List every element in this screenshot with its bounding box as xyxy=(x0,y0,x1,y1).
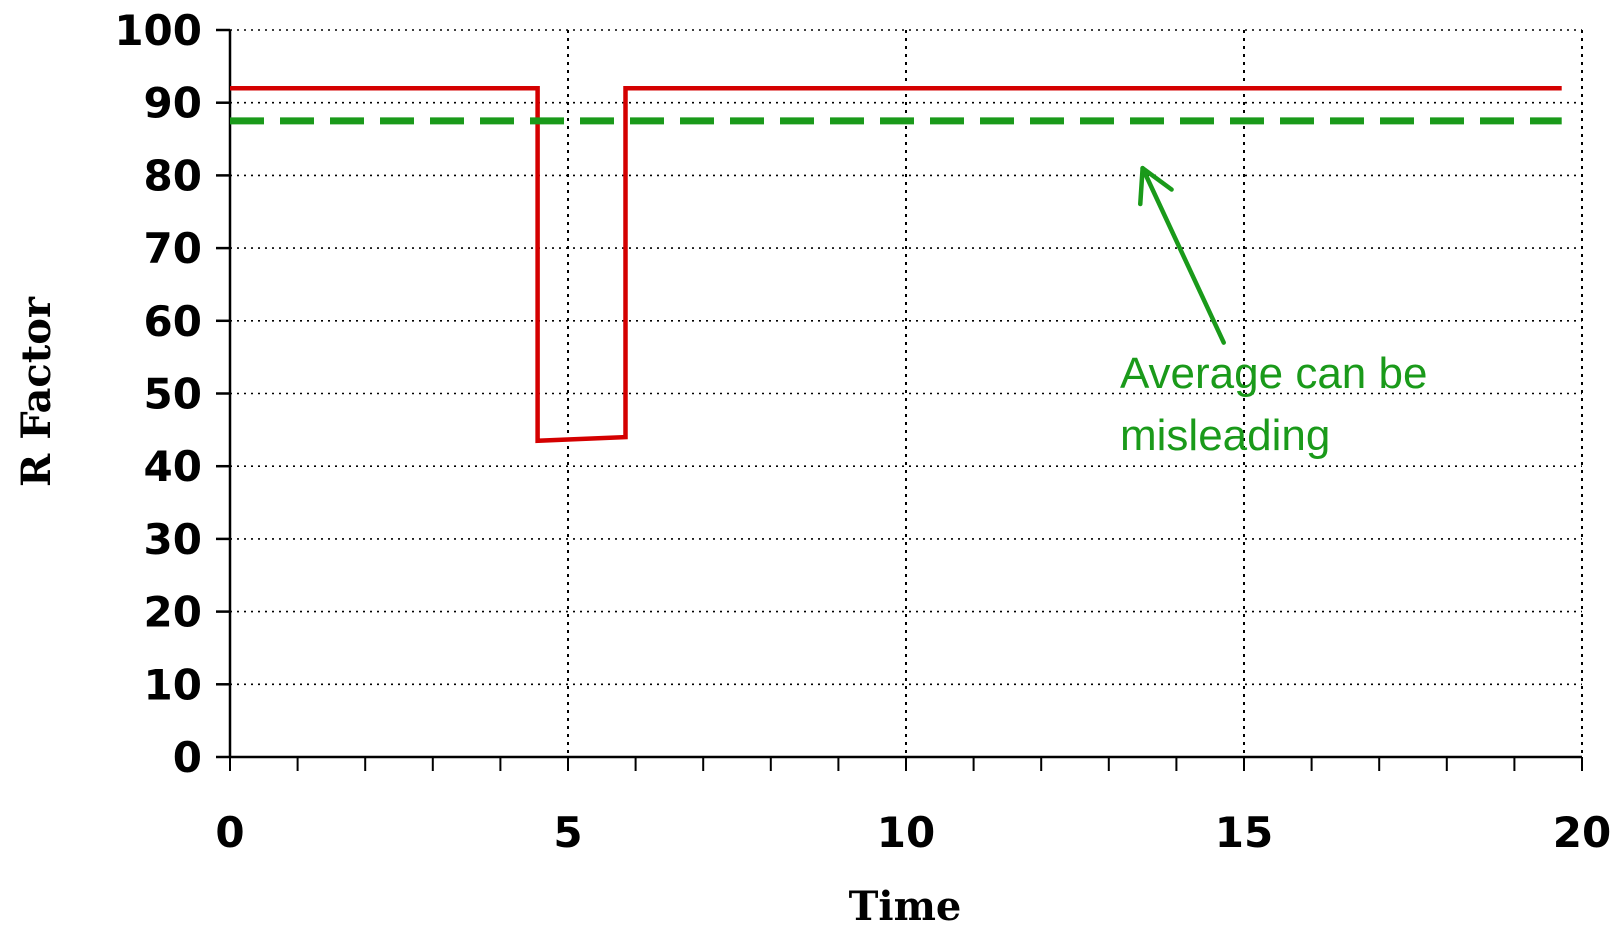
y-tick-label-70: 70 xyxy=(144,224,202,273)
annotation-text-line-0: Average can be xyxy=(1120,349,1427,398)
x-tick-label-10: 10 xyxy=(877,808,935,857)
y-tick-label-10: 10 xyxy=(144,660,202,709)
x-tick-label-0: 0 xyxy=(215,808,244,857)
y-tick-label-30: 30 xyxy=(144,515,202,564)
axes: 0 10 20 30 40 50 60 70 80 90 100 0 5 10 15 20 xyxy=(114,6,1611,857)
x-axis-title: Time xyxy=(849,883,962,930)
x-tick-label-20: 20 xyxy=(1553,808,1611,857)
annotation: Average can be misleading xyxy=(1120,165,1427,460)
series-lines xyxy=(230,85,1562,444)
annotation-arrow-shaft-0 xyxy=(1140,165,1226,345)
y-axis-title: R Factor xyxy=(13,296,60,487)
series-line-0 xyxy=(230,85,1562,444)
annotation-text-line-1: misleading xyxy=(1120,411,1330,460)
y-tick-label-40: 40 xyxy=(144,442,202,491)
y-tick-label-20: 20 xyxy=(144,588,202,637)
y-tick-label-90: 90 xyxy=(144,79,202,128)
y-tick-label-50: 50 xyxy=(144,370,202,419)
annotation-arrow-head-0 xyxy=(1138,165,1174,207)
x-tick-label-5: 5 xyxy=(553,808,582,857)
grid-lines xyxy=(230,29,1583,757)
y-tick-label-80: 80 xyxy=(144,151,202,200)
y-tick-label-100: 100 xyxy=(114,6,202,55)
y-tick-label-60: 60 xyxy=(144,297,202,346)
x-tick-label-15: 15 xyxy=(1215,808,1273,857)
y-tick-label-0: 0 xyxy=(173,733,202,782)
